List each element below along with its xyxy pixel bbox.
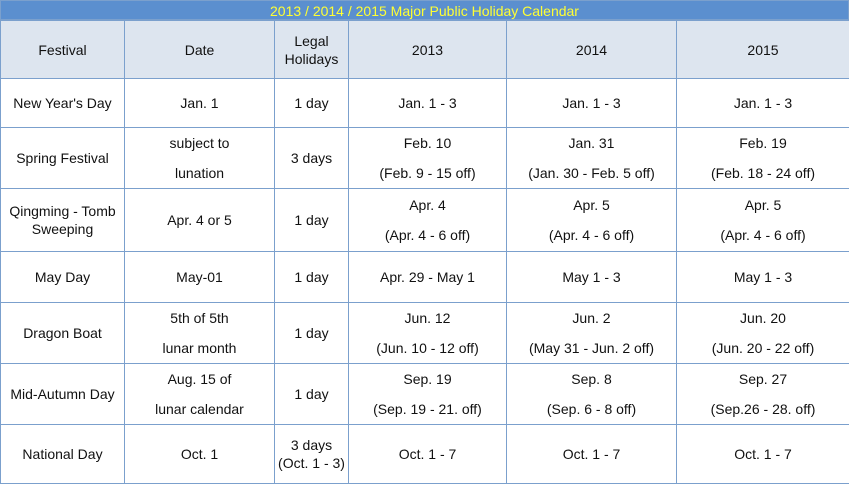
- cell-line: (Jan. 30 - Feb. 5 off): [509, 158, 674, 188]
- table-cell: Sep. 27(Sep.26 - 28. off): [677, 364, 849, 425]
- cell-line: Jun. 2: [509, 303, 674, 333]
- cell-line: (Feb. 9 - 15 off): [351, 158, 504, 188]
- cell-line: Jun. 20: [679, 303, 847, 333]
- table-cell: Jun. 12(Jun. 10 - 12 off): [349, 303, 507, 364]
- table-cell: Apr. 4 or 5: [125, 189, 275, 252]
- cell-line: (Sep.26 - 28. off): [679, 394, 847, 424]
- header-cell: 2013: [349, 21, 507, 79]
- cell-line: (May 31 - Jun. 2 off): [509, 333, 674, 363]
- table-cell: 1 day: [275, 79, 349, 128]
- header-cell: Date: [125, 21, 275, 79]
- table-cell: May-01: [125, 252, 275, 303]
- table-cell: Feb. 19(Feb. 18 - 24 off): [677, 128, 849, 189]
- table-cell: Jan. 1: [125, 79, 275, 128]
- cell-line: Sep. 19: [351, 364, 504, 394]
- cell-line: Feb. 10: [351, 128, 504, 158]
- cell-line: (Sep. 6 - 8 off): [509, 394, 674, 424]
- table-cell: Jan. 1 - 3: [349, 79, 507, 128]
- cell-line: lunar month: [127, 333, 272, 363]
- table-cell: Jan. 1 - 3: [507, 79, 677, 128]
- cell-line: Aug. 15 of: [127, 364, 272, 394]
- cell-line: (Feb. 18 - 24 off): [679, 158, 847, 188]
- cell-line: (Apr. 4 - 6 off): [679, 220, 847, 250]
- table-cell: Apr. 5(Apr. 4 - 6 off): [677, 189, 849, 252]
- title-bar: 2013 / 2014 / 2015 Major Public Holiday …: [0, 0, 849, 20]
- cell-line: Apr. 5: [679, 190, 847, 220]
- table-cell: Apr. 29 - May 1: [349, 252, 507, 303]
- table-cell: Jan. 31(Jan. 30 - Feb. 5 off): [507, 128, 677, 189]
- cell-line: (Apr. 4 - 6 off): [351, 220, 504, 250]
- table-cell: 3 days: [275, 128, 349, 189]
- table-cell: Sep. 19(Sep. 19 - 21. off): [349, 364, 507, 425]
- table-cell: Oct. 1 - 7: [349, 425, 507, 484]
- cell-line: lunar calendar: [127, 394, 272, 424]
- header-cell: 2014: [507, 21, 677, 79]
- header-cell: Festival: [1, 21, 125, 79]
- cell-line: subject to: [127, 128, 272, 158]
- table-cell: Jan. 1 - 3: [677, 79, 849, 128]
- table-cell: Qingming - Tomb Sweeping: [1, 189, 125, 252]
- table-cell: May Day: [1, 252, 125, 303]
- header-cell: 2015: [677, 21, 849, 79]
- cell-line: Jun. 12: [351, 303, 504, 333]
- table-cell: Jun. 20(Jun. 20 - 22 off): [677, 303, 849, 364]
- table-cell: Feb. 10(Feb. 9 - 15 off): [349, 128, 507, 189]
- table-cell: Apr. 5(Apr. 4 - 6 off): [507, 189, 677, 252]
- header-cell: Legal Holidays: [275, 21, 349, 79]
- table-cell: Mid-Autumn Day: [1, 364, 125, 425]
- table-cell: Oct. 1: [125, 425, 275, 484]
- table-cell: 1 day: [275, 303, 349, 364]
- table-cell: Oct. 1 - 7: [507, 425, 677, 484]
- cell-line: Sep. 8: [509, 364, 674, 394]
- table-cell: Oct. 1 - 7: [677, 425, 849, 484]
- cell-line: (Jun. 10 - 12 off): [351, 333, 504, 363]
- table-cell: Apr. 4(Apr. 4 - 6 off): [349, 189, 507, 252]
- cell-line: (Apr. 4 - 6 off): [509, 220, 674, 250]
- cell-line: Jan. 31: [509, 128, 674, 158]
- table-cell: 1 day: [275, 252, 349, 303]
- table-cell: National Day: [1, 425, 125, 484]
- table-cell: 1 day: [275, 364, 349, 425]
- table-cell: Dragon Boat: [1, 303, 125, 364]
- cell-line: 5th of 5th: [127, 303, 272, 333]
- table-cell: May 1 - 3: [507, 252, 677, 303]
- table-cell: May 1 - 3: [677, 252, 849, 303]
- cell-line: Feb. 19: [679, 128, 847, 158]
- cell-line: (Sep. 19 - 21. off): [351, 394, 504, 424]
- table-cell: New Year's Day: [1, 79, 125, 128]
- cell-line: lunation: [127, 158, 272, 188]
- cell-line: Apr. 4: [351, 190, 504, 220]
- table-cell: Sep. 8(Sep. 6 - 8 off): [507, 364, 677, 425]
- table-cell: Jun. 2(May 31 - Jun. 2 off): [507, 303, 677, 364]
- table-cell: 1 day: [275, 189, 349, 252]
- cell-line: Sep. 27: [679, 364, 847, 394]
- table-cell: 3 days (Oct. 1 - 3): [275, 425, 349, 484]
- cell-line: (Jun. 20 - 22 off): [679, 333, 847, 363]
- table-cell: Spring Festival: [1, 128, 125, 189]
- cell-line: Apr. 5: [509, 190, 674, 220]
